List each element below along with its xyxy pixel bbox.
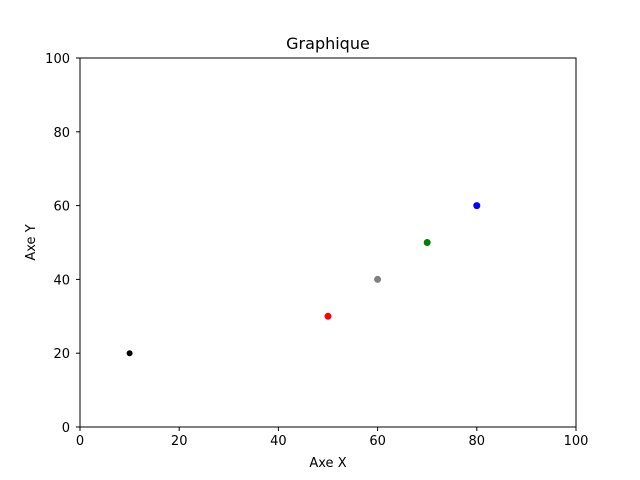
y-axis-label: Axe Y [24, 224, 39, 260]
y-tick-label: 20 [53, 347, 70, 362]
data-point [374, 275, 382, 283]
y-tick-label: 100 [45, 52, 70, 67]
y-tick-label: 60 [53, 200, 70, 215]
x-tick-label: 20 [171, 434, 188, 449]
data-point [423, 239, 431, 246]
x-tick-label: 100 [564, 434, 589, 449]
chart-title: Graphique [286, 34, 370, 53]
x-tick-label: 40 [270, 434, 287, 449]
data-point [126, 350, 133, 357]
x-tick-label: 80 [469, 434, 486, 449]
y-tick-label: 40 [53, 273, 70, 288]
x-tick-label: 0 [76, 434, 84, 449]
plot-frame [79, 57, 577, 428]
data-point [473, 202, 481, 210]
x-tick-label: 60 [369, 434, 386, 449]
y-tick-label: 0 [62, 421, 70, 436]
axis-ticks: 0 20 40 60 80 100 0 20 40 60 80 100 [45, 52, 588, 449]
data-points [126, 202, 481, 357]
y-tick-label: 80 [53, 126, 70, 141]
x-axis-label: Axe X [309, 456, 346, 471]
data-point [324, 312, 332, 320]
